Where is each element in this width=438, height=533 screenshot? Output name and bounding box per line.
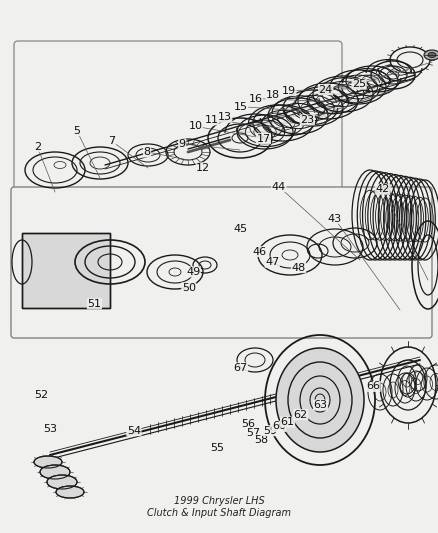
Ellipse shape (54, 161, 66, 168)
FancyBboxPatch shape (14, 41, 341, 219)
Text: 53: 53 (43, 424, 57, 434)
Text: 56: 56 (240, 419, 254, 429)
FancyBboxPatch shape (11, 187, 431, 338)
Text: 11: 11 (204, 115, 218, 125)
Text: 46: 46 (251, 247, 265, 256)
Text: 12: 12 (196, 163, 210, 173)
Text: 50: 50 (181, 283, 195, 293)
Text: 61: 61 (280, 417, 294, 427)
Ellipse shape (423, 50, 438, 60)
Text: 52: 52 (35, 391, 49, 400)
Text: 59: 59 (262, 426, 276, 435)
Text: 58: 58 (254, 435, 268, 445)
Text: 13: 13 (217, 112, 231, 122)
Text: 19: 19 (281, 86, 295, 95)
Text: 63: 63 (313, 400, 327, 410)
Text: 47: 47 (265, 257, 279, 267)
Text: 66: 66 (365, 382, 379, 391)
Text: 60: 60 (271, 422, 285, 431)
Ellipse shape (276, 348, 363, 452)
Text: 54: 54 (127, 426, 141, 435)
Text: 9: 9 (178, 139, 185, 149)
Text: 23: 23 (300, 115, 314, 125)
Text: 25: 25 (351, 79, 365, 89)
Text: 2: 2 (34, 142, 41, 151)
Text: 7: 7 (108, 136, 115, 146)
Ellipse shape (299, 376, 339, 424)
Text: 51: 51 (87, 299, 101, 309)
Text: 43: 43 (327, 214, 341, 223)
Text: 49: 49 (186, 267, 200, 277)
Text: 5: 5 (73, 126, 80, 135)
Text: 57: 57 (246, 428, 260, 438)
Text: 24: 24 (318, 85, 332, 94)
Ellipse shape (40, 465, 70, 479)
Bar (22, 233, 110, 308)
Text: 67: 67 (233, 363, 247, 373)
Text: 62: 62 (293, 410, 307, 419)
Text: 42: 42 (375, 184, 389, 194)
Ellipse shape (427, 52, 435, 58)
Ellipse shape (34, 456, 62, 468)
Text: 8: 8 (143, 147, 150, 157)
Text: 44: 44 (271, 182, 285, 191)
Text: 48: 48 (291, 263, 305, 272)
Text: 45: 45 (233, 224, 247, 234)
Text: 10: 10 (188, 122, 202, 131)
Text: 16: 16 (248, 94, 262, 103)
Text: 15: 15 (233, 102, 247, 111)
Text: 55: 55 (210, 443, 224, 453)
Ellipse shape (47, 475, 77, 489)
Text: 1999 Chrysler LHS
Clutch & Input Shaft Diagram: 1999 Chrysler LHS Clutch & Input Shaft D… (147, 496, 291, 518)
Text: 17: 17 (256, 134, 270, 143)
Bar (22, 233, 110, 308)
Text: 18: 18 (265, 90, 279, 100)
Ellipse shape (56, 486, 84, 498)
